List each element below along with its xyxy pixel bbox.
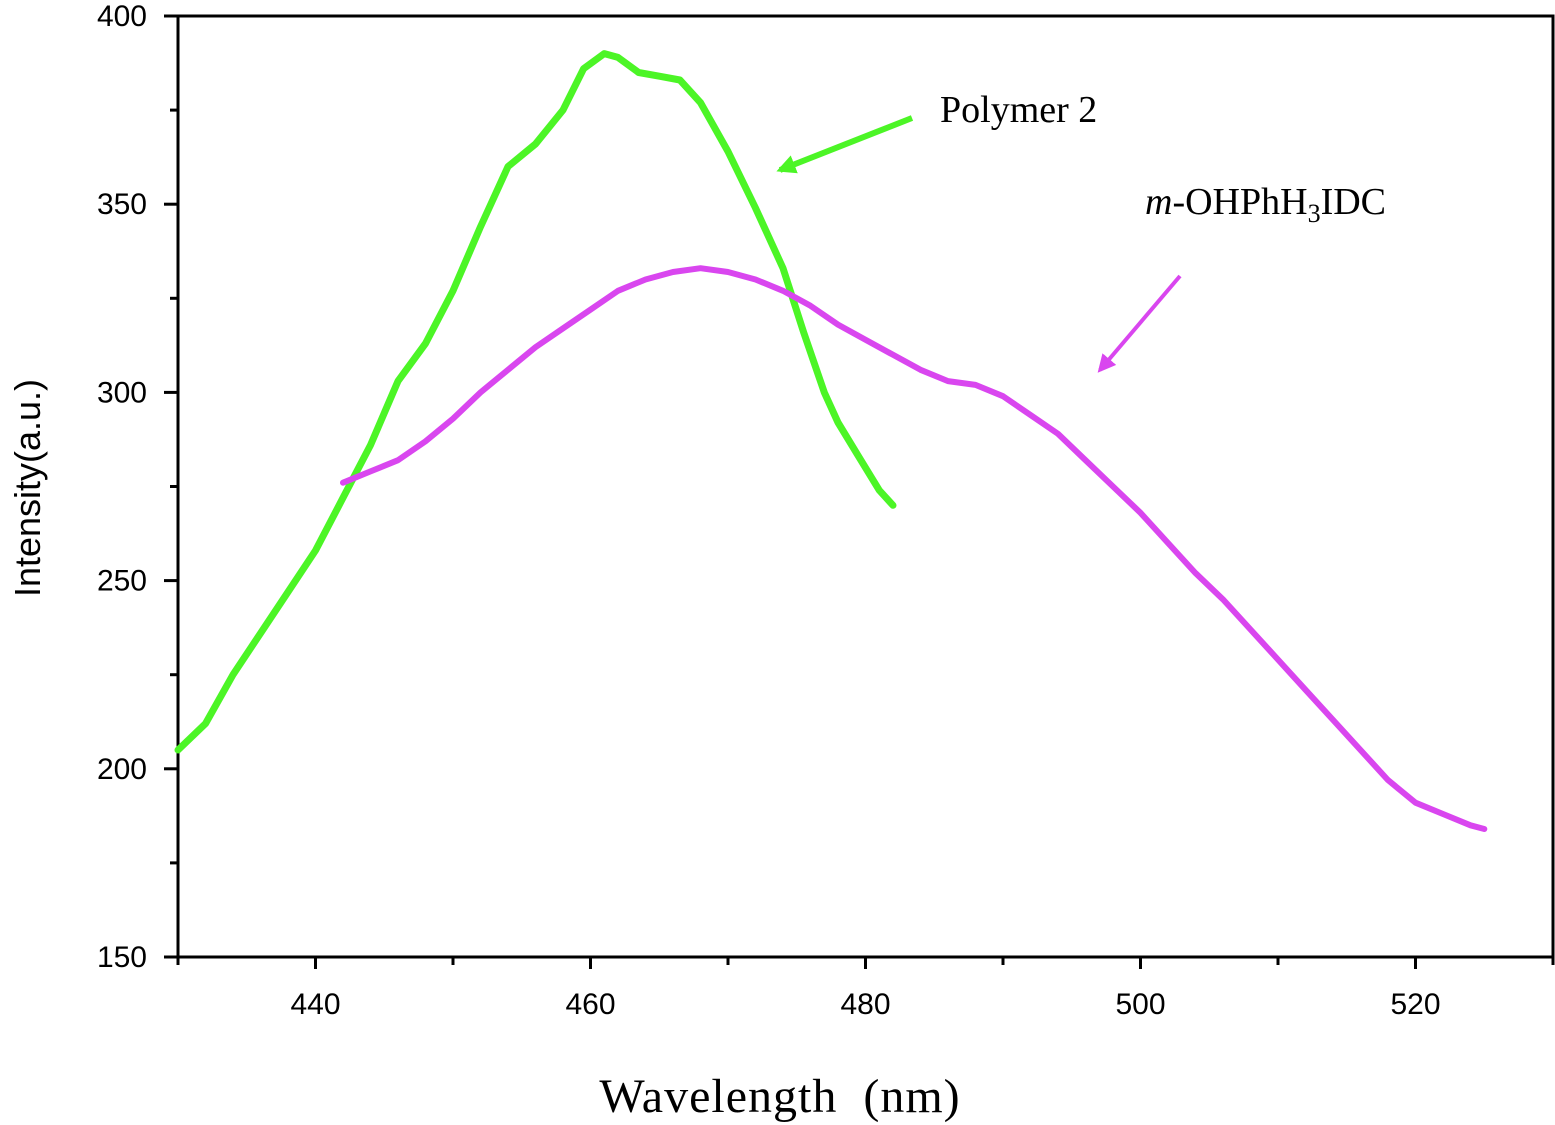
x-tick-label-500: 500 <box>1115 988 1165 1021</box>
m-ohphh3idc-label-prefix: m <box>1145 181 1172 223</box>
m-ohphh3idc-label: m-OHPhH3IDC <box>1145 181 1386 228</box>
polymer-2-label: Polymer 2 <box>940 89 1097 131</box>
y-tick-label-200: 200 <box>97 753 147 786</box>
x-tick-label-520: 520 <box>1390 988 1440 1021</box>
m-ohphh3idc-label-subscript: 3 <box>1308 199 1321 228</box>
polymer-2-arrow <box>776 115 914 174</box>
x-tick-label-460: 460 <box>565 988 615 1021</box>
x-tick-label-480: 480 <box>840 988 890 1021</box>
x-tick-label-440: 440 <box>290 988 340 1021</box>
axes: 440 460 480 500 520 150 200 250 300 350 400 <box>97 0 1555 1021</box>
series-group <box>174 50 1488 832</box>
y-tick-label-150: 150 <box>97 941 147 974</box>
y-tick-label-350: 350 <box>97 188 147 221</box>
y-tick-label-300: 300 <box>97 376 147 409</box>
m-ohphh3idc-label-suffix: IDC <box>1321 181 1386 223</box>
y-tick-label-400: 400 <box>97 0 147 33</box>
y-tick-label-250: 250 <box>97 565 147 598</box>
plot-frame <box>176 14 1555 959</box>
series-m-ohphh3idc <box>340 265 1488 832</box>
m-ohphh3idc-arrow <box>1097 274 1182 373</box>
x-axis-title: Wavelength (nm) <box>599 1070 960 1123</box>
y-axis-title: Intensity(a.u.) <box>7 379 48 597</box>
series-polymer-2 <box>174 50 897 754</box>
m-ohphh3idc-label-main: -OHPhH <box>1172 181 1307 223</box>
